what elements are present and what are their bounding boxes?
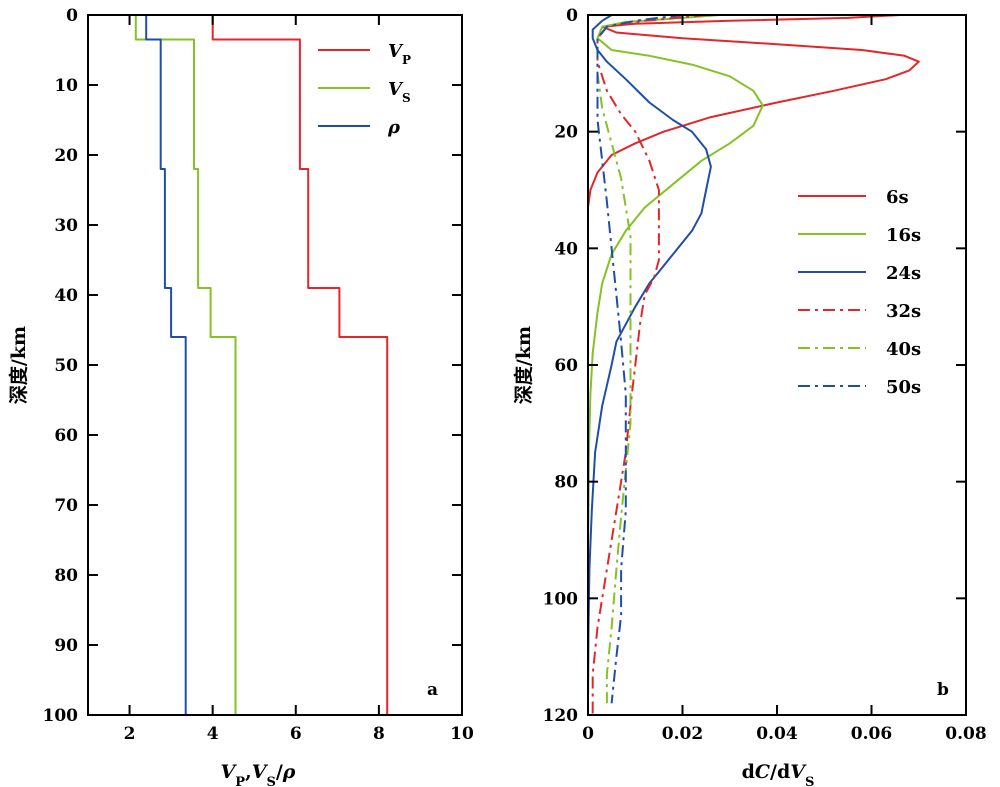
axis-label-part: ρ <box>282 761 296 783</box>
series-line-rho <box>145 15 187 715</box>
panel-b-frame <box>587 14 967 716</box>
x-tick-label: 0 <box>582 724 594 744</box>
series-line-32s <box>591 15 707 715</box>
panel-b-y-axis-label: 深度/km <box>512 326 535 404</box>
x-tick-label: 0.04 <box>756 724 798 744</box>
panel-b-letter: b <box>937 680 949 700</box>
x-tick-label: 0.06 <box>851 724 892 744</box>
legend-label-text: V <box>388 79 404 100</box>
y-tick-label: 30 <box>54 216 78 236</box>
legend-label-rho: ρ <box>387 117 401 138</box>
y-tick-label: 100 <box>543 589 579 609</box>
y-tick-label: 70 <box>54 496 78 516</box>
legend-label-32s: 32s <box>886 301 921 322</box>
legend-label-text: V <box>388 41 404 62</box>
x-tick-label: 4 <box>207 724 219 744</box>
x-tick-label: 10 <box>450 724 474 744</box>
series-line-50s <box>596 15 683 704</box>
y-tick-label: 60 <box>554 356 578 376</box>
series-line-16s <box>588 15 764 546</box>
y-tick-label: 0 <box>66 6 78 26</box>
y-tick-label: 10 <box>54 76 78 96</box>
legend-label-sub: S <box>402 91 411 105</box>
y-tick-label: 20 <box>554 123 578 143</box>
panel-b-legend: 6s 16s 24s 32s 40s 50s <box>798 187 921 398</box>
axis-label-part: V <box>790 761 807 783</box>
legend-label-6s: 6s <box>886 187 909 208</box>
axis-label-part: d <box>742 761 755 783</box>
series-line-vs <box>134 15 237 715</box>
legend-label-40s: 40s <box>886 339 921 360</box>
y-tick-label: 80 <box>54 566 78 586</box>
legend-label-text: 50s <box>886 377 921 398</box>
legend-label-sub: P <box>402 53 411 67</box>
axis-label-part: / <box>276 761 283 783</box>
y-tick-label: 80 <box>554 473 578 493</box>
series-line-vp <box>211 15 389 715</box>
axis-label-part: P <box>235 775 245 787</box>
legend-label-16s: 16s <box>886 225 921 246</box>
axis-label-part: V <box>221 761 238 783</box>
y-tick-label: 40 <box>54 286 78 306</box>
x-tick-label: 2 <box>124 724 136 744</box>
axis-label-part: V <box>252 761 269 783</box>
legend-label-24s: 24s <box>886 263 921 284</box>
y-tick-label: 90 <box>54 636 78 656</box>
legend-label-text: 32s <box>886 301 921 322</box>
legend-label-text: 40s <box>886 339 921 360</box>
x-tick-label: 0.02 <box>662 724 703 744</box>
y-tick-label: 50 <box>54 356 78 376</box>
panel-a-series <box>134 15 389 715</box>
x-tick-label: 0.08 <box>945 724 986 744</box>
panel-b-series <box>588 15 920 715</box>
y-tick-label: 20 <box>54 146 78 166</box>
panel-a-letter: a <box>427 680 438 700</box>
series-line-24s <box>588 15 712 704</box>
y-tick-label: 40 <box>554 239 578 259</box>
legend-label-text: 24s <box>886 263 921 284</box>
legend-label-text: 6s <box>886 187 909 208</box>
x-tick-label: 8 <box>373 724 385 744</box>
legend-label-vs: VS <box>388 79 411 105</box>
series-line-6s <box>588 15 920 208</box>
x-tick-label: 6 <box>290 724 302 744</box>
panel-b: 0 0.02 0.04 0.06 0.08 0 20 40 60 80 100 120 6s 16s 24… <box>512 6 987 787</box>
y-tick-label: 100 <box>43 706 79 726</box>
axis-label-part: S <box>805 775 814 787</box>
legend-label-text: ρ <box>387 117 401 138</box>
axis-label-part: , <box>245 761 252 783</box>
axis-label-part: C <box>755 761 770 783</box>
panel-a-x-axis-label: VP,VS/ρ <box>221 761 296 787</box>
y-tick-label: 120 <box>543 706 579 726</box>
panel-a-y-axis-label: 深度/km <box>7 326 30 404</box>
axis-label-part: /d <box>770 761 790 783</box>
panel-a-frame <box>87 14 463 716</box>
panel-b-ticks: 0 0.02 0.04 0.06 0.08 0 20 40 60 80 100 120 <box>543 6 987 744</box>
y-tick-label: 60 <box>54 426 78 446</box>
y-tick-label: 0 <box>566 6 578 26</box>
axis-label-part: S <box>266 775 275 787</box>
panel-b-x-axis-label: dC/dVS <box>742 761 815 787</box>
legend-label-50s: 50s <box>886 377 921 398</box>
legend-label-vp: VP <box>388 41 411 67</box>
legend-label-text: 16s <box>886 225 921 246</box>
